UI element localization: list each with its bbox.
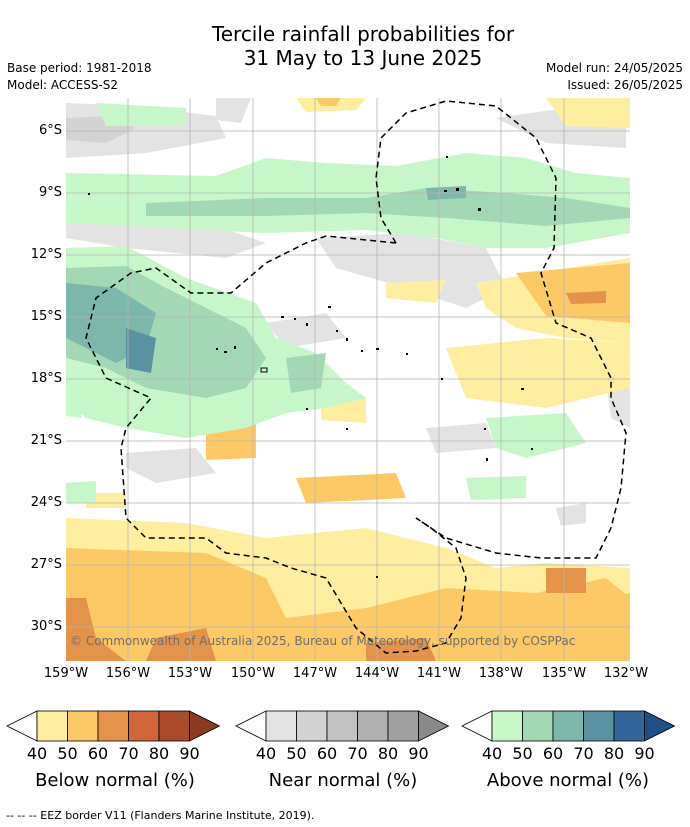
legend-swatch xyxy=(613,710,645,742)
map-title-line2: 31 May to 13 June 2025 xyxy=(243,46,483,70)
legend-swatch xyxy=(552,710,584,742)
lon-label: 132°W xyxy=(603,666,649,681)
lat-label: 27°S xyxy=(30,557,62,572)
lat-label: 15°S xyxy=(30,309,62,324)
legend-tick-label: 40 xyxy=(481,744,503,763)
legend-swatch xyxy=(97,710,129,742)
lon-label: 141°W xyxy=(416,666,462,681)
lat-label: 18°S xyxy=(30,371,62,386)
legend-upper-arrow xyxy=(418,710,450,742)
lat-label: 6°S xyxy=(38,123,62,138)
legend-colorbar-above xyxy=(461,710,676,742)
legend-title-below: Below normal (%) xyxy=(35,770,195,791)
legend-tick-label: 90 xyxy=(408,744,429,763)
legend-tick-label: 60 xyxy=(542,744,564,763)
legend-swatch xyxy=(357,710,389,742)
lon-label: 135°W xyxy=(541,666,587,681)
lon-label: 147°W xyxy=(292,666,338,681)
legend-swatch xyxy=(522,710,554,742)
legend-tick-label: 70 xyxy=(573,744,594,763)
legend-colorbars xyxy=(6,710,676,742)
legend-tick-label: 50 xyxy=(512,744,533,763)
lon-label: 138°W xyxy=(478,666,524,681)
legend-colorbar-near xyxy=(235,710,450,742)
legend-swatch xyxy=(491,710,523,742)
legend-tick-label: 40 xyxy=(255,744,277,763)
base-period-label: Base period: 1981-2018 xyxy=(7,61,152,75)
lon-label: 144°W xyxy=(354,666,400,681)
legend-tick-label: 80 xyxy=(148,744,170,763)
legend-swatch xyxy=(158,710,190,742)
legend-swatch xyxy=(583,710,615,742)
legend-swatch xyxy=(128,710,160,742)
legend-upper-arrow xyxy=(644,710,676,742)
legend-tick-label: 50 xyxy=(57,744,78,763)
legend-title-near: Near normal (%) xyxy=(268,770,418,791)
lon-label: 156°W xyxy=(105,666,151,681)
rainfall-map xyxy=(66,98,630,661)
lat-label: 30°S xyxy=(30,619,62,634)
legend-lower-arrow xyxy=(235,710,267,742)
eez-borders xyxy=(85,100,627,654)
near-normal-regions xyxy=(66,98,630,643)
eez-border-note: -- -- -- EEZ border V11 (Flanders Marine… xyxy=(6,809,315,822)
map-gridlines xyxy=(66,98,630,661)
legend-upper-arrow xyxy=(189,710,221,742)
legend-tick-label: 80 xyxy=(377,744,399,763)
map-title-line1: Tercile rainfall probabilities for xyxy=(211,22,515,46)
legend-tick-label: 70 xyxy=(347,744,368,763)
legend-swatch xyxy=(387,710,419,742)
lat-label: 21°S xyxy=(30,433,62,448)
lat-label: 24°S xyxy=(30,495,62,510)
legend-tick-label: 60 xyxy=(87,744,109,763)
legend-tick-label: 80 xyxy=(603,744,625,763)
lon-label: 153°W xyxy=(167,666,213,681)
copyright-notice: © Commonwealth of Australia 2025, Bureau… xyxy=(70,634,576,648)
lat-label: 9°S xyxy=(38,185,62,200)
lon-label: 150°W xyxy=(230,666,276,681)
legend-tick-label: 60 xyxy=(316,744,338,763)
model-run-label: Model run: 24/05/2025 xyxy=(545,61,683,75)
above-normal-regions xyxy=(66,103,630,503)
legend-tick-label: 40 xyxy=(26,744,48,763)
lon-label: 159°W xyxy=(43,666,89,681)
legend-swatch xyxy=(67,710,99,742)
issued-label: Issued: 26/05/2025 xyxy=(567,78,683,92)
legend-tick-label: 70 xyxy=(118,744,139,763)
legend-swatch xyxy=(265,710,297,742)
legend-swatch xyxy=(326,710,358,742)
legend-tick-label: 90 xyxy=(179,744,200,763)
legend-swatch xyxy=(296,710,328,742)
model-label: Model: ACCESS-S2 xyxy=(7,78,119,92)
legend-swatch xyxy=(36,710,68,742)
legend-tick-label: 50 xyxy=(286,744,307,763)
lat-label: 12°S xyxy=(30,247,62,262)
legend-tick-label: 90 xyxy=(634,744,655,763)
legend-colorbar-below xyxy=(6,710,221,742)
islands xyxy=(88,156,533,578)
legend-lower-arrow xyxy=(461,710,493,742)
legend-title-above: Above normal (%) xyxy=(486,770,650,791)
legend-lower-arrow xyxy=(6,710,38,742)
